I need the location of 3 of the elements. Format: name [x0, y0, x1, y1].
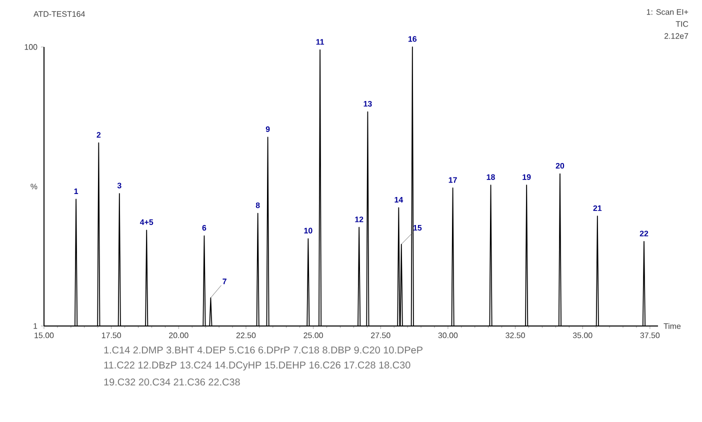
- text: 19.C32 20.C34 21.C36 22.C38: [104, 378, 240, 386]
- text: 11.C22 12.DBzP 13.C24 14.DCyHP 15.DEHP 16.C26 17.C28 18.C30: [104, 361, 410, 371]
- text: 1.C14 2.DMP 3.BHT 4.DEP 5.C16 6.DPrP 7.C18 8.DBP 9.C20 10.DPeP: [104, 346, 422, 354]
